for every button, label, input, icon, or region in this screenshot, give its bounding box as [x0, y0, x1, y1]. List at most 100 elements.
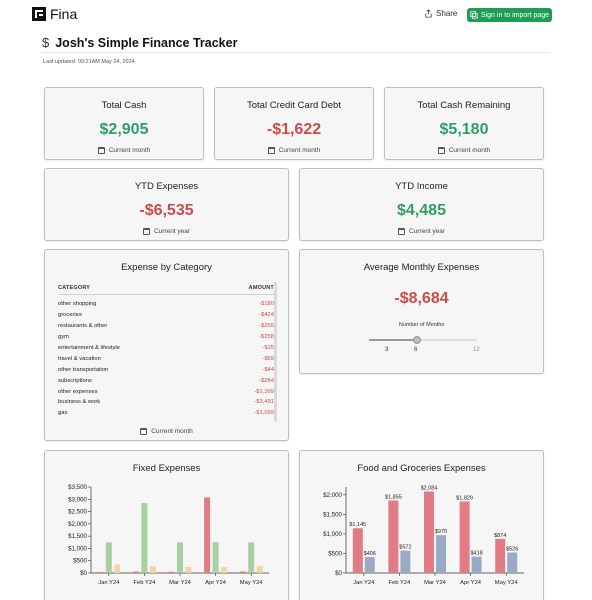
- y-tick-label: $2,500: [68, 509, 87, 516]
- y-tick-label: $2,000: [68, 521, 87, 528]
- card-title: Total Cash Remaining: [417, 100, 511, 111]
- card-value: -$1,622: [266, 121, 322, 138]
- page-title: Josh's Simple Finance Tracker: [55, 35, 238, 50]
- slider-thumb[interactable]: [413, 336, 421, 344]
- fixed-expenses-chart: $0 $500 $1,000 $1,500 $2,000 $2,500 $3,000 $3,5…: [68, 484, 269, 586]
- category-amount: -$255: [259, 323, 274, 330]
- bar-value-label: $970: [435, 529, 447, 535]
- category-amount: -$3,491: [254, 399, 274, 406]
- sign-in-label: Sign in to import page: [480, 11, 550, 19]
- table-row[interactable]: gas -$1,099: [58, 408, 274, 419]
- table-row[interactable]: other shopping -$180: [58, 299, 274, 310]
- y-tick-label: $3,000: [68, 496, 87, 503]
- bar: [204, 497, 211, 573]
- bar: [352, 528, 363, 573]
- table-row[interactable]: subscriptions -$284: [58, 375, 274, 386]
- share-label: Share: [436, 9, 458, 18]
- brand-name[interactable]: Fina: [50, 6, 78, 22]
- category-name: other expenses: [58, 388, 98, 395]
- bar: [471, 556, 482, 573]
- bar: [132, 571, 139, 573]
- share-button[interactable]: Share: [424, 9, 457, 18]
- fina-logo-icon[interactable]: [32, 7, 46, 21]
- bar: [364, 557, 375, 573]
- category-amount: -$15: [262, 345, 274, 351]
- calendar-icon: [97, 147, 105, 154]
- bar: [495, 538, 506, 573]
- category-name: other transportation: [58, 366, 109, 373]
- category-table-body[interactable]: other shopping -$180 groceries -$424 restaur…: [58, 299, 274, 419]
- table-row[interactable]: travel & vacation -$59: [58, 353, 274, 364]
- category-name: restaurants & other: [58, 323, 108, 330]
- category-column-header[interactable]: CATEGORY: [58, 285, 91, 291]
- category-amount: -$284: [259, 377, 274, 384]
- table-row[interactable]: groceries -$424: [58, 310, 274, 321]
- bar: [97, 572, 104, 573]
- bar: [248, 542, 255, 573]
- slider-value-label: 6: [414, 347, 418, 353]
- bar: [141, 502, 148, 573]
- category-amount: -$59: [262, 355, 274, 362]
- period-label: Current month: [151, 428, 193, 435]
- card-period: Current month: [215, 147, 373, 154]
- category-name: groceries: [58, 312, 82, 319]
- bar-value-label: $1,145: [349, 522, 366, 528]
- months-slider[interactable]: [369, 336, 477, 344]
- x-tick-label: Apr Y24: [205, 580, 227, 586]
- cash-remaining-card: Total Cash Remaining $5,180 Current mont…: [384, 87, 544, 160]
- table-row[interactable]: business & work -$3,491: [58, 397, 274, 408]
- avg-monthly-card: Average Monthly Expenses -$8,684 Number …: [299, 249, 544, 374]
- x-tick-label: Apr Y24: [460, 580, 482, 586]
- bar: [256, 566, 263, 573]
- category-name: travel & vacation: [58, 355, 101, 362]
- x-tick-label: Mar Y24: [424, 580, 447, 586]
- bar: [149, 566, 156, 573]
- total-cash-card: Total Cash $2,905 Current month: [44, 87, 204, 160]
- credit-debt-card: Total Credit Card Debt -$1,622 Current m…: [214, 87, 374, 160]
- card-period: Current year: [45, 228, 288, 235]
- category-name: entertainment & lifestyle: [58, 345, 120, 351]
- table-row[interactable]: entertainment & lifestyle -$15: [58, 343, 274, 354]
- category-scrollbar[interactable]: [274, 282, 277, 422]
- bar: [424, 491, 434, 573]
- calendar-icon: [140, 428, 148, 435]
- card-value: $4,485: [397, 202, 446, 219]
- page-header: $ Josh's Simple Finance Tracker: [42, 35, 237, 50]
- bar-value-label: $572: [399, 545, 411, 551]
- x-tick-label: Jan Y24: [353, 580, 375, 586]
- table-row[interactable]: gym -$258: [58, 332, 274, 343]
- y-tick-label: $0: [335, 570, 342, 577]
- y-tick-label: $500: [73, 558, 87, 565]
- card-title: Average Monthly Expenses: [363, 262, 480, 273]
- card-title: Expense by Category: [121, 262, 212, 273]
- y-tick-label: $1,000: [68, 545, 87, 552]
- bar: [114, 564, 121, 573]
- card-value: $5,180: [439, 121, 489, 138]
- table-row[interactable]: other transportation -$44: [58, 364, 274, 375]
- bar: [239, 571, 246, 573]
- bar-value-label: $406: [364, 551, 376, 557]
- table-row[interactable]: restaurants & other -$255: [58, 321, 274, 332]
- period-label: Current year: [408, 228, 446, 235]
- share-icon: [425, 9, 432, 18]
- table-row[interactable]: other expenses -$1,399: [58, 386, 274, 397]
- period-label: Current month: [108, 147, 151, 154]
- x-tick-label: Feb Y24: [133, 580, 156, 586]
- ytd-expenses-card: YTD Expenses -$6,535 Current year: [44, 168, 289, 241]
- period-label: Current year: [153, 228, 191, 235]
- bar-value-label: $526: [506, 546, 518, 552]
- category-name: business & work: [58, 399, 101, 406]
- last-updated: Last updated: 09:21AM May 24, 2024: [43, 59, 135, 65]
- card-period: Current month: [385, 147, 543, 154]
- card-title: YTD Income: [395, 181, 448, 192]
- bar-value-label: $418: [470, 551, 482, 557]
- slider-label: Number of Months: [398, 322, 445, 328]
- category-name: gas: [58, 410, 68, 417]
- chart-title: Food and Groceries Expenses: [357, 463, 486, 474]
- y-tick-label: $1,000: [323, 531, 342, 538]
- calendar-icon: [142, 228, 150, 235]
- sign-in-button[interactable]: Sign in to import page: [467, 8, 552, 22]
- category-name: gym: [58, 334, 69, 341]
- y-tick-label: $3,500: [68, 484, 87, 491]
- amount-column-header[interactable]: AMOUNT: [248, 285, 274, 291]
